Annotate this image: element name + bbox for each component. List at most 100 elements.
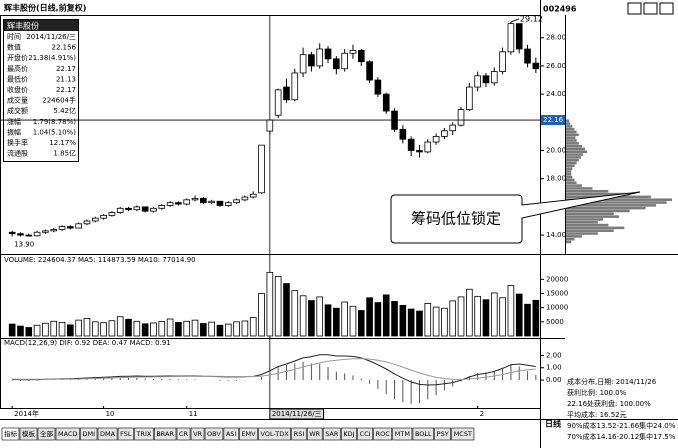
info-label: 时间 [7, 32, 21, 41]
info-value: 224604手 [42, 96, 76, 105]
info-value: 21.38(4.91%) [28, 54, 76, 62]
toolbar-tab[interactable]: RSI [291, 427, 307, 441]
toolbar-tab[interactable]: BRAR [154, 427, 177, 441]
toolbar-tab[interactable]: VR [190, 427, 205, 441]
candle-body [274, 89, 282, 116]
toolbar-tab[interactable]: ASI [223, 427, 239, 441]
tab-background [434, 427, 452, 441]
toolbar-tab[interactable]: 指标 [1, 427, 20, 441]
info-value: 22.17 [56, 86, 76, 94]
tab-background [55, 427, 80, 441]
toolbar-tab[interactable]: DMI [80, 427, 98, 441]
candle-body [25, 234, 33, 237]
toolbar-tab[interactable]: PSY [434, 427, 452, 441]
tab-background [80, 427, 98, 441]
volume-bar [108, 320, 116, 337]
volume-bar [466, 288, 473, 337]
chip-bar [566, 122, 571, 125]
info-label: 振幅 [7, 127, 21, 136]
toolbar-tab[interactable]: 模板 [19, 427, 38, 441]
panel-title: MACD(12,26,9) DIF: 0.92 DEA: 0.47 MACD: … [4, 339, 171, 347]
chip-bar [566, 223, 609, 227]
volume-bar [200, 323, 207, 337]
tab-label: CR [179, 430, 189, 438]
toolbar-tab[interactable]: MACD [55, 427, 80, 441]
info-label: 收盘价 [7, 85, 28, 94]
toolbar-tab[interactable]: EMV [239, 427, 258, 441]
toolbar-tab[interactable]: CCI [357, 427, 373, 441]
candle-body [183, 199, 191, 205]
chart-title: 辉丰股份(日线,前复权) [4, 3, 86, 13]
candle-body [200, 198, 207, 204]
tab-background [117, 427, 134, 441]
volume-bar [25, 327, 33, 337]
volume-bar [399, 304, 407, 337]
candle-body [191, 198, 199, 201]
candle-body [108, 212, 116, 216]
candle-body [8, 231, 16, 235]
toolbar-tab[interactable]: DMA [97, 427, 118, 441]
toolbar-tab[interactable]: 全部 [37, 427, 56, 441]
volume-bar [366, 297, 373, 337]
toolbar-tab[interactable]: ROC [373, 427, 393, 441]
chip-bar [566, 164, 575, 168]
cost-info: 90%成本13.52-21.66集中24.0% [567, 421, 676, 430]
info-label: 成交额 [7, 106, 28, 115]
volume-bar [474, 295, 481, 337]
toolbar-tab[interactable]: VOL-TDX [258, 427, 291, 441]
candle-body [58, 226, 66, 230]
tab-label: ASI [226, 430, 237, 438]
cost-info: 平均成本: 16.52元 [567, 410, 627, 419]
cost-info: 22.16处获利盘: 100.00% [567, 399, 651, 408]
candle-body [374, 79, 382, 95]
toolbar-tab[interactable]: BOLL [412, 427, 434, 441]
chip-bar [566, 144, 582, 148]
tab-background [204, 427, 224, 441]
icon-button[interactable] [627, 2, 642, 15]
info-value: 5.42亿 [53, 106, 76, 115]
toolbar-tab[interactable]: OBV [204, 427, 224, 441]
stock-code: 002496 [543, 5, 577, 14]
volume-bar [457, 296, 465, 337]
toolbar-tab[interactable]: WR [306, 427, 323, 441]
candle-body [17, 233, 24, 236]
volume-bar [499, 297, 506, 337]
tab-background [239, 427, 258, 441]
candle-body [158, 205, 166, 209]
volume-bar [133, 320, 141, 337]
chip-bar [566, 153, 583, 156]
candle-body [283, 86, 290, 101]
candle-body [175, 202, 182, 205]
info-value: 2014/11/26/三 [26, 33, 76, 41]
info-label: 涨幅 [7, 117, 21, 126]
volume-bar [507, 285, 515, 337]
tab-label: OBV [207, 430, 221, 438]
chip-bar [566, 158, 579, 162]
toolbar-tab[interactable]: MCST [451, 427, 475, 441]
tab-background [1, 427, 20, 441]
chip-bar [566, 147, 586, 151]
volume-bar [291, 290, 299, 337]
volume-bar [100, 322, 107, 337]
toolbar-tab[interactable]: MTM [392, 427, 413, 441]
reference-label-box [541, 115, 565, 126]
chip-bar [566, 240, 572, 244]
icon-button[interactable] [659, 2, 674, 15]
candle-body [258, 144, 265, 194]
volume-bar [91, 321, 99, 337]
toolbar-tab[interactable]: SAR [322, 427, 341, 441]
candle-body [266, 119, 274, 132]
toolbar-tab[interactable]: KDJ [341, 427, 357, 441]
toolbar-tab[interactable]: TRIX [134, 427, 154, 441]
chip-bar [566, 209, 630, 213]
cost-info: 成本分布,日期: 2014/11/26 [567, 377, 657, 386]
info-label: 最高价 [7, 64, 28, 73]
candle-body [532, 62, 540, 70]
candle-body [524, 48, 531, 64]
y-tick-label: 5000 [546, 318, 564, 326]
toolbar-tab[interactable]: CR [176, 427, 191, 441]
volume-bar [233, 321, 240, 337]
icon-button[interactable] [643, 2, 658, 15]
toolbar-tab[interactable]: FSL [117, 427, 134, 441]
